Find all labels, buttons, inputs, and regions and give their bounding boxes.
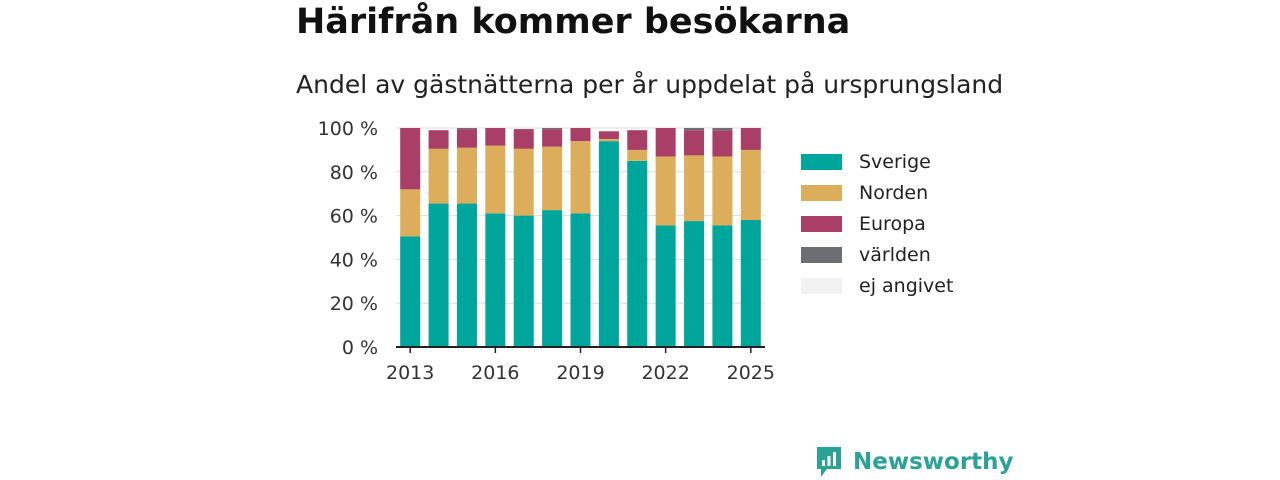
y-tick-label: 0 % (342, 337, 378, 359)
bar-segment-europa (712, 130, 733, 157)
bar-segment-europa (655, 128, 676, 157)
bar-segment-sverige (542, 210, 563, 347)
bar-segment-sverige (513, 215, 534, 347)
bar-segment-sverige (655, 225, 676, 347)
bar-segment-norden (570, 141, 591, 214)
chart-subtitle: Andel av gästnätterna per år uppdelat på… (296, 70, 1004, 99)
bar-segment-sverige (712, 225, 733, 347)
legend-label: Europa (859, 212, 926, 235)
bar-segment-sverige (598, 141, 619, 347)
bar-segment-europa (400, 128, 421, 190)
bar-segment-världen (542, 128, 563, 130)
bar-segment-europa (485, 128, 506, 146)
y-tick-label: 80 % (330, 162, 378, 184)
bar-segment-europa (428, 130, 449, 149)
bar-segment-europa (513, 129, 534, 149)
y-tick-label: 40 % (330, 249, 378, 271)
bar-segment-norden (400, 189, 421, 237)
x-tick-label: 2013 (386, 362, 434, 384)
bar-segment-norden (740, 149, 761, 220)
legend-label: världen (859, 243, 931, 266)
bar-segment-världen (712, 128, 733, 131)
legend-label: Sverige (859, 150, 931, 173)
bar-segment-norden (542, 146, 563, 211)
y-tick-label: 20 % (330, 293, 378, 315)
y-tick-label: 60 % (330, 206, 378, 228)
bar-segment-norden (428, 148, 449, 204)
bar-segment-norden (712, 156, 733, 226)
brand-logo: Newsworthy (815, 445, 1014, 479)
bar-segment-världen (456, 128, 477, 130)
legend-label: Norden (859, 181, 929, 204)
bar-segment-europa (598, 131, 619, 139)
x-tick-label: 2025 (727, 362, 775, 384)
bar-segment-norden (598, 138, 619, 142)
legend-swatch (801, 277, 842, 294)
chart-legend: Sverige Norden Europa världen ej angivet (801, 146, 953, 301)
legend-item: Europa (801, 208, 953, 239)
bar-segment-europa (570, 128, 591, 142)
legend-item: Norden (801, 177, 953, 208)
bar-segment-europa (740, 128, 761, 150)
bar-segment-sverige (485, 213, 506, 347)
legend-item: Sverige (801, 146, 953, 177)
bar-segment-norden (513, 148, 534, 216)
bar-segment-världen (684, 128, 705, 131)
legend-swatch (801, 246, 842, 263)
bar-segment-norden (485, 145, 506, 214)
x-tick-label: 2016 (471, 362, 519, 384)
bar-segment-sverige (740, 219, 761, 347)
y-tick-label: 100 % (318, 118, 378, 140)
legend-swatch (801, 215, 842, 232)
bar-segment-sverige (400, 236, 421, 347)
bar-segment-europa (542, 129, 563, 147)
legend-label: ej angivet (859, 274, 954, 297)
x-tick-label: 2022 (641, 362, 689, 384)
legend-swatch (801, 184, 842, 201)
bar-segment-sverige (570, 213, 591, 347)
newsworthy-logo-icon (817, 447, 841, 477)
x-tick-label: 2019 (556, 362, 604, 384)
brand-name: Newsworthy (853, 449, 1014, 475)
legend-item: ej angivet (801, 270, 953, 301)
bar-segment-norden (684, 155, 705, 222)
bar-segment-europa (456, 129, 477, 148)
bar-segment-sverige (684, 221, 705, 347)
bar-segment-sverige (627, 160, 648, 347)
bar-segment-norden (456, 147, 477, 204)
legend-item: världen (801, 239, 953, 270)
bar-segment-europa (627, 130, 648, 150)
legend-swatch (801, 153, 842, 170)
chart-title: Härifrån kommer besökarna (296, 2, 851, 42)
bar-segment-sverige (428, 203, 449, 347)
bar-segment-europa (684, 130, 705, 156)
bar-segment-norden (655, 156, 676, 226)
bar-segment-sverige (456, 203, 477, 347)
bar-segment-norden (627, 149, 648, 161)
